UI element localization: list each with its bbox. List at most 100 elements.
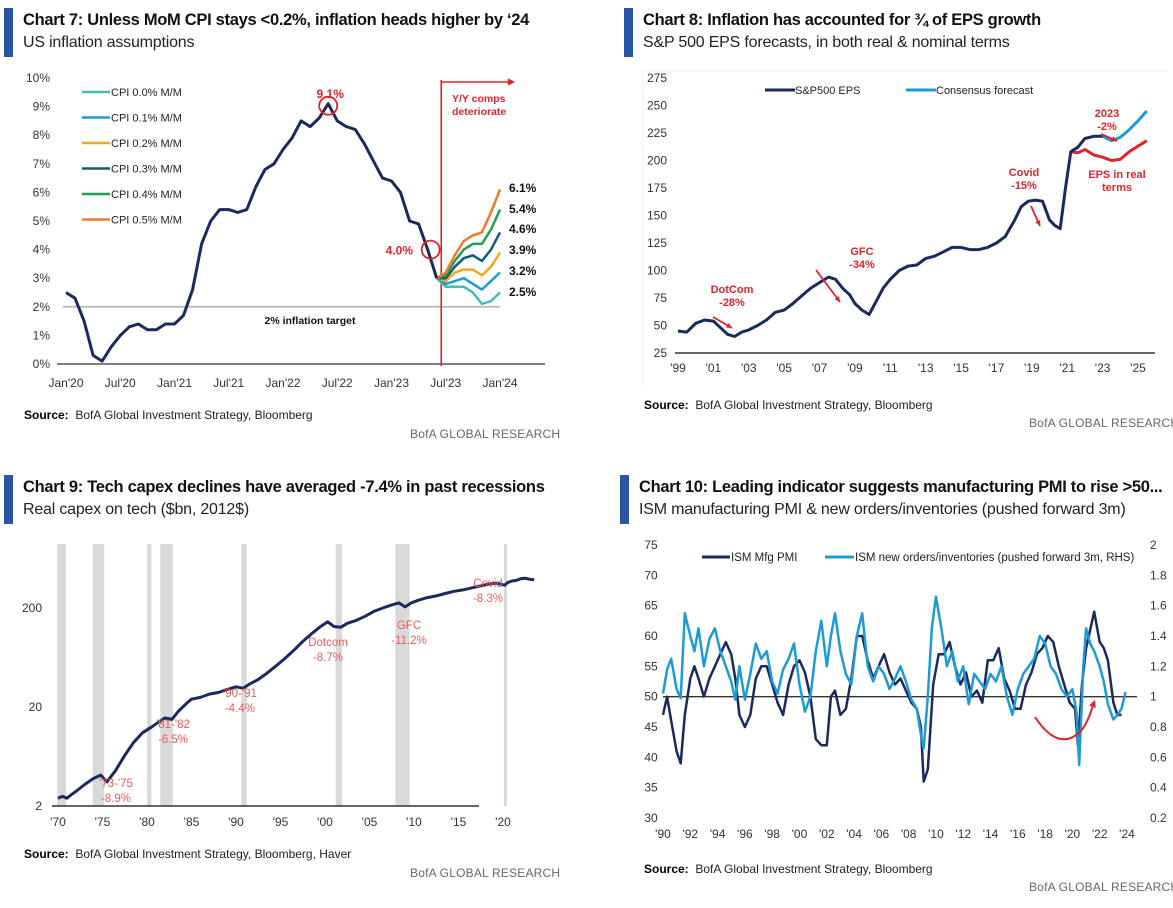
chart9-recession-band: [57, 544, 67, 806]
chart10-x-tick: '98: [764, 827, 780, 841]
chart8-x-tick: '11: [883, 361, 898, 375]
chart7-y-tick: 5%: [33, 214, 51, 228]
chart9-x-tick: '15: [451, 815, 467, 829]
chart9-recession-band: [92, 544, 105, 806]
chart9-title: Chart 9: Tech capex declines have averag…: [23, 478, 545, 496]
chart9-source-text: BofA Global Investment Strategy, Bloombe…: [75, 847, 352, 861]
chart7-legend-label: CPI 0.4% M/M: [111, 189, 182, 201]
chart7-peak-label: 9.1%: [317, 87, 345, 101]
chart10-y-tick-right: 0.6: [1150, 750, 1167, 764]
chart7-subtitle: US inflation assumptions: [23, 34, 195, 51]
chart7-marker-label-1: Y/Y comps: [452, 93, 506, 105]
chart8-y-tick: 200: [647, 154, 667, 168]
chart8-source: Source: BofA Global Investment Strategy,…: [644, 398, 933, 412]
chart7-x-tick: Jan'22: [266, 376, 301, 390]
chart10-y-tick-left: 75: [644, 538, 658, 552]
chart7-panel: Chart 7: Unless MoM CPI stays <0.2%, inf…: [0, 0, 580, 450]
chart9-annotation-label: -8.9%: [101, 793, 131, 805]
chart7-plot: 0% 1% 2% 3% 4% 5% 6% 7% 8% 9% 10% Jan'20 Jul'20 Jan'2…: [26, 71, 545, 390]
chart9-recession-band: [160, 544, 173, 806]
chart8-y-tick: 50: [654, 319, 668, 333]
chart8-x-tick: '15: [953, 361, 969, 375]
chart8-x-tick: '01: [706, 361, 722, 375]
chart7-current-circle: [420, 239, 441, 260]
chart8-annotation-label: terms: [1102, 182, 1132, 194]
chart10-source-label: Source:: [644, 862, 689, 876]
chart10-y-tick-left: 45: [644, 720, 658, 734]
chart10-y-tick-right: 0.8: [1150, 720, 1167, 734]
chart10-rebound-arrow: [1034, 704, 1094, 741]
chart7-legend-label: CPI 0.5% M/M: [111, 215, 182, 227]
chart7-projection-line: [435, 277, 501, 306]
chart10-x-tick: '20: [1065, 827, 1081, 841]
chart7-end-label: 2.5%: [509, 285, 537, 299]
chart7-y-tick: 0%: [33, 357, 51, 371]
chart9-accent-bar: [4, 475, 13, 524]
chart7-projection-line: [436, 271, 501, 291]
chart7-x-tick: Jul'20: [105, 376, 136, 390]
chart8-y-tick: 225: [647, 126, 667, 140]
chart8-y-tick: 175: [647, 181, 667, 195]
chart8-legend-label: Consensus forecast: [936, 85, 1033, 97]
chart10-x-tick: '94: [710, 827, 726, 841]
chart8-x-tick: '05: [776, 361, 792, 375]
chart10-y-tick-right: 1.4: [1150, 629, 1167, 643]
chart7-title: Chart 7: Unless MoM CPI stays <0.2%, inf…: [23, 11, 530, 29]
chart9-y-tick: 2: [35, 799, 42, 813]
chart8-real-eps-line: [1070, 139, 1148, 162]
chart10-legend-label: ISM new orders/inventories (pushed forwa…: [855, 552, 1134, 564]
chart9-annotation-label: -6.5%: [158, 734, 188, 746]
chart10-legend-label: ISM Mfg PMI: [731, 552, 797, 564]
chart7-accent-bar: [4, 8, 13, 57]
chart9-x-tick: '95: [273, 815, 289, 829]
chart7-y-tick: 10%: [26, 71, 50, 85]
chart7-projection-line: [436, 209, 502, 280]
chart7-end-label: 6.1%: [509, 181, 537, 195]
chart10-pmi-line: [661, 610, 1122, 783]
chart10-title: Chart 10: Leading indicator suggests man…: [639, 478, 1163, 496]
chart8-annotation-arrow: [815, 269, 841, 303]
chart7-y-tick: 3%: [33, 271, 51, 285]
chart8-annotation-arrowhead: [834, 296, 840, 302]
chart8-consensus-line: [1101, 110, 1148, 143]
chart9-annotation-label: -4.4%: [225, 703, 255, 715]
chart7-y-tick: 1%: [33, 328, 51, 342]
chart10-x-tick: '92: [682, 827, 698, 841]
chart8-annotation-label: GFC: [850, 246, 873, 258]
chart7-current-label: 4.0%: [386, 244, 414, 258]
chart9-x-tick: '85: [184, 815, 200, 829]
chart8-x-tick: '17: [989, 361, 1005, 375]
chart10-source: Source: BofA Global Investment Strategy,…: [644, 862, 933, 876]
chart10-x-tick: '12: [955, 827, 971, 841]
chart8-annotation-label: DotCom: [711, 284, 754, 296]
chart8-accent-bar: [624, 8, 633, 57]
chart7-legend-label: CPI 0.0% M/M: [111, 87, 182, 99]
chart7-end-label: 5.4%: [509, 202, 537, 216]
chart8-x-tick: '07: [812, 361, 828, 375]
chart9-x-tick: '10: [406, 815, 422, 829]
chart9-capex-line: [57, 576, 535, 800]
chart8-y-tick: 25: [654, 346, 668, 360]
chart8-panel: Chart 8: Inflation has accounted for ¾ o…: [0, 0, 1173, 450]
chart8-x-tick: '09: [847, 361, 863, 375]
chart9-recession-band: [503, 544, 507, 806]
chart7-target-label: 2% inflation target: [264, 315, 356, 327]
chart10-y-tick-left: 60: [644, 629, 658, 643]
chart9-annotation-label: '73-'75: [99, 778, 133, 790]
chart9-recession-band: [147, 544, 152, 806]
chart10-y-tick-right: 0.4: [1150, 781, 1167, 795]
chart10-x-tick: '24: [1119, 827, 1135, 841]
chart7-y-tick: 4%: [33, 243, 51, 257]
chart7-y-tick: 8%: [33, 128, 51, 142]
chart10-x-tick: '22: [1092, 827, 1108, 841]
chart10-subtitle: ISM manufacturing PMI & new orders/inven…: [639, 501, 1126, 518]
chart9-x-tick: '00: [317, 815, 333, 829]
chart10-y-tick-right: 1.8: [1150, 568, 1167, 582]
chart7-x-tick: Jul'21: [213, 376, 244, 390]
chart10-y-tick-right: 0.2: [1150, 811, 1167, 825]
chart7-projection-line: [436, 189, 502, 280]
chart7-legend-label: CPI 0.1% M/M: [111, 113, 182, 125]
chart7-end-label: 3.9%: [509, 243, 537, 257]
chart9-annotation-label: '81-'82: [156, 719, 190, 731]
